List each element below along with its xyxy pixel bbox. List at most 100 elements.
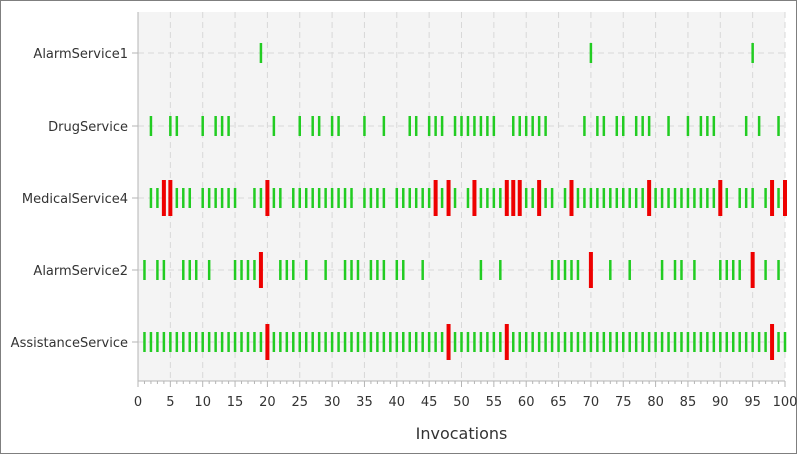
ok-event-mark [628, 188, 631, 208]
ok-event-mark [207, 332, 211, 352]
ok-event-mark [337, 188, 340, 208]
ok-event-mark [706, 332, 709, 352]
ok-event-mark [744, 332, 748, 352]
x-tick-label: 40 [389, 395, 406, 410]
ok-event-mark [589, 188, 593, 208]
ok-event-mark [647, 116, 651, 136]
ok-event-mark [317, 116, 321, 136]
ok-event-mark [622, 332, 625, 352]
ok-event-mark [440, 332, 444, 352]
ok-event-mark [182, 332, 185, 352]
ok-event-mark [654, 188, 657, 208]
ok-event-mark [777, 332, 780, 352]
ok-event-mark [285, 260, 289, 280]
ok-event-mark [259, 188, 263, 208]
ok-event-mark [764, 188, 767, 208]
ok-event-mark [731, 332, 735, 352]
ok-event-mark [453, 332, 457, 352]
ok-event-mark [382, 188, 386, 208]
ok-event-mark [647, 332, 651, 352]
ok-event-mark [324, 332, 327, 352]
ok-event-mark [744, 188, 748, 208]
ok-event-mark [699, 116, 703, 136]
ok-event-mark [466, 116, 470, 136]
ok-event-mark [524, 188, 528, 208]
ok-event-mark [550, 188, 554, 208]
ok-event-mark [531, 116, 534, 136]
ok-event-mark [317, 332, 321, 352]
ok-event-mark [641, 116, 644, 136]
ok-event-mark [337, 116, 340, 136]
ok-event-mark [712, 332, 716, 352]
ok-event-mark [220, 332, 224, 352]
ok-event-mark [337, 332, 340, 352]
ok-event-mark [479, 260, 483, 280]
ok-event-mark [279, 188, 282, 208]
ok-event-mark [544, 116, 547, 136]
ok-event-mark [492, 116, 496, 136]
ok-event-mark [201, 188, 204, 208]
ok-event-mark [550, 260, 554, 280]
ok-event-mark [214, 332, 217, 352]
ok-event-mark [427, 332, 431, 352]
ok-event-mark [757, 332, 761, 352]
ok-event-mark [298, 188, 301, 208]
ok-event-mark [427, 116, 431, 136]
ok-event-mark [253, 188, 256, 208]
ok-event-mark [194, 260, 198, 280]
y-tick-label: AlarmService1 [33, 47, 128, 62]
ok-event-mark [499, 188, 502, 208]
ok-event-mark [738, 188, 741, 208]
ok-event-mark [350, 188, 353, 208]
ok-event-mark [537, 332, 541, 352]
ok-event-mark [143, 260, 146, 280]
ok-event-mark [408, 188, 411, 208]
ok-event-mark [479, 188, 483, 208]
ok-event-mark [466, 188, 470, 208]
ok-event-mark [421, 188, 424, 208]
ok-event-mark [324, 188, 327, 208]
ok-event-mark [304, 260, 308, 280]
ok-event-mark [253, 260, 256, 280]
ok-event-mark [751, 332, 754, 352]
ok-event-mark [570, 332, 573, 352]
ok-event-mark [156, 332, 159, 352]
ok-event-mark [583, 332, 586, 352]
ok-event-mark [518, 332, 521, 352]
ok-event-mark [169, 332, 172, 352]
ok-event-mark [706, 188, 709, 208]
error-event-mark [472, 180, 477, 216]
ok-event-mark [634, 332, 638, 352]
ok-event-mark [175, 116, 179, 136]
ok-event-mark [233, 260, 237, 280]
error-event-mark [718, 180, 723, 216]
ok-event-mark [725, 260, 729, 280]
ok-event-mark [479, 116, 483, 136]
ok-event-mark [246, 260, 250, 280]
ok-event-mark [259, 43, 263, 63]
ok-event-mark [673, 332, 677, 352]
x-tick-label: 50 [453, 395, 470, 410]
ok-event-mark [298, 116, 301, 136]
ok-event-mark [169, 116, 172, 136]
ok-event-mark [175, 188, 179, 208]
ok-event-mark [207, 188, 211, 208]
ok-event-mark [156, 188, 159, 208]
ok-event-mark [609, 188, 612, 208]
ok-event-mark [777, 116, 780, 136]
ok-event-mark [453, 188, 457, 208]
ok-event-mark [725, 188, 729, 208]
ok-event-mark [492, 332, 496, 352]
ok-event-mark [764, 332, 767, 352]
ok-event-mark [731, 260, 735, 280]
ok-event-mark [783, 332, 787, 352]
ok-event-mark [699, 332, 703, 352]
ok-event-mark [440, 116, 444, 136]
ok-event-mark [395, 188, 399, 208]
x-tick-label: 15 [227, 395, 244, 410]
x-tick-label: 5 [166, 395, 174, 410]
ok-event-mark [557, 332, 560, 352]
ok-event-mark [434, 116, 437, 136]
ok-event-mark [634, 116, 638, 136]
